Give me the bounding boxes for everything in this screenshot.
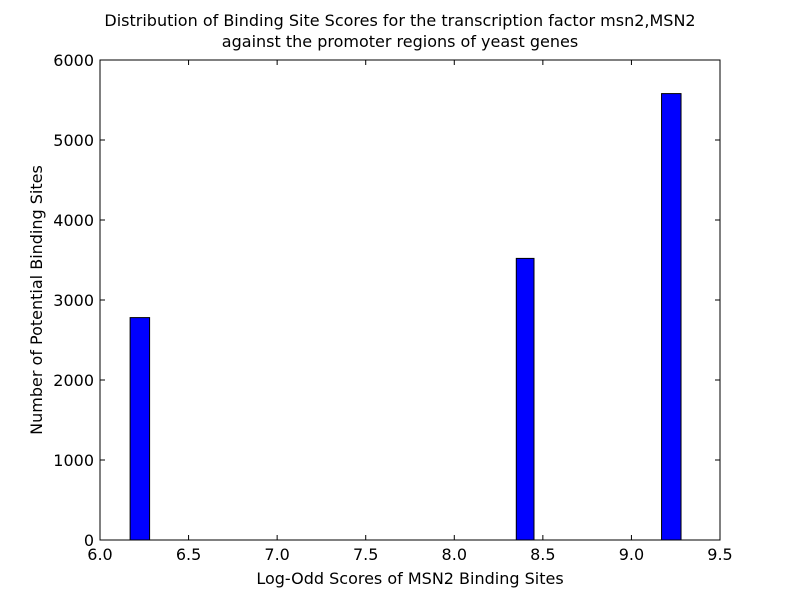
y-axis-label: Number of Potential Binding Sites bbox=[27, 165, 46, 435]
histogram-bar-1 bbox=[515, 257, 535, 541]
y-tick-label: 6000 bbox=[53, 51, 94, 70]
x-tick-label: 8.5 bbox=[530, 545, 555, 564]
chart-title-line-1: Distribution of Binding Site Scores for … bbox=[104, 11, 695, 30]
x-tick-label: 9.0 bbox=[619, 545, 644, 564]
plot-frame bbox=[99, 59, 721, 541]
x-tick-label: 6.5 bbox=[176, 545, 201, 564]
x-tick-label: 7.0 bbox=[264, 545, 289, 564]
y-tick-label: 4000 bbox=[53, 211, 94, 230]
histogram-bar-0 bbox=[129, 317, 151, 541]
x-tick-label: 8.0 bbox=[442, 545, 467, 564]
x-tick-label: 6.0 bbox=[87, 545, 112, 564]
y-tick-label: 1000 bbox=[53, 451, 94, 470]
x-tick-label: 9.5 bbox=[707, 545, 732, 564]
x-axis-label: Log-Odd Scores of MSN2 Binding Sites bbox=[256, 569, 563, 588]
chart-title-line-2: against the promoter regions of yeast ge… bbox=[222, 32, 578, 51]
histogram-bar-2 bbox=[661, 93, 682, 541]
ticks-layer: 6.0 6.5 7.0 7.5 8.0 8.5 9.0 9.5 0 1000 2000 3000 400… bbox=[53, 51, 732, 564]
y-tick-label: 5000 bbox=[53, 131, 94, 150]
y-tick-label: 2000 bbox=[53, 371, 94, 390]
x-tick-label: 7.5 bbox=[353, 545, 378, 564]
y-tick-label: 3000 bbox=[53, 291, 94, 310]
y-tick-label: 0 bbox=[84, 531, 94, 550]
bars-layer bbox=[129, 93, 682, 541]
